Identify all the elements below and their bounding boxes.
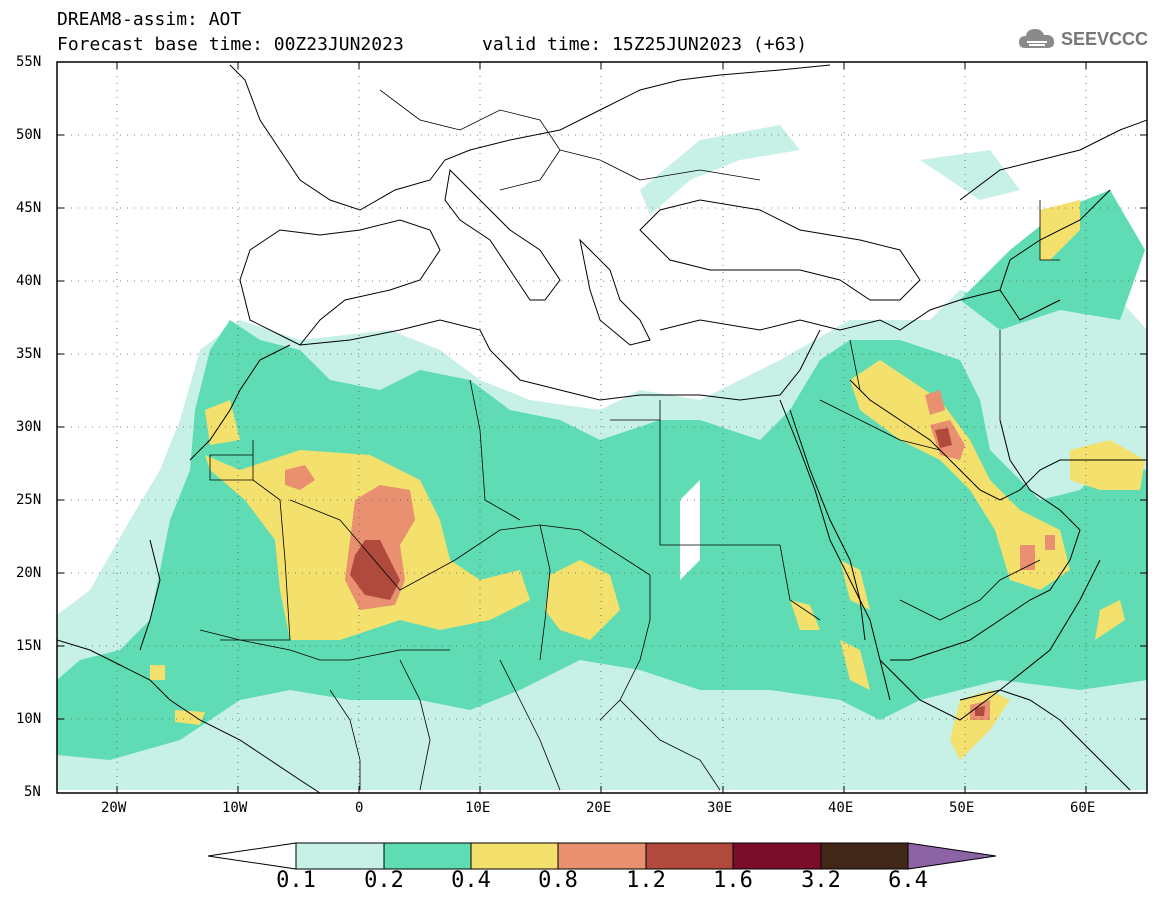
- colorbar-swatch-3: [470, 842, 559, 870]
- colorbar-swatch-1: [295, 842, 385, 870]
- cloud-icon: [1019, 29, 1055, 48]
- lat-label: 20N: [16, 565, 42, 581]
- lon-label: 60E: [1070, 800, 1096, 816]
- lon-label: 10E: [465, 800, 491, 816]
- colorbar-swatch-2: [383, 842, 472, 870]
- colorbar: [207, 842, 997, 870]
- colorbar-label: 3.2: [801, 868, 841, 893]
- seevccc-logo: SEEVCCC: [1017, 24, 1148, 54]
- lat-label: 45N: [16, 200, 42, 216]
- aot-contours: [57, 125, 1147, 790]
- lon-label: 30E: [707, 800, 733, 816]
- lat-label: 50N: [16, 127, 42, 143]
- coastlines: [57, 64, 1147, 793]
- lon-label: 40E: [828, 800, 854, 816]
- lon-label: 20E: [586, 800, 612, 816]
- lat-label: 5N: [24, 784, 41, 800]
- lat-label: 15N: [16, 638, 42, 654]
- colorbar-label: 0.8: [538, 868, 578, 893]
- aot-level-1.2: [350, 428, 985, 716]
- lat-label: 10N: [16, 711, 42, 727]
- colorbar-high-arrow: [907, 842, 997, 870]
- valid-time: valid time: 15Z25JUN2023 (+63): [482, 34, 808, 55]
- colorbar-label: 0.1: [276, 868, 316, 893]
- colorbar-label: 0.4: [451, 868, 491, 893]
- lat-label: 35N: [16, 346, 42, 362]
- lon-label: 0: [355, 800, 364, 816]
- colorbar-swatch-4: [557, 842, 647, 870]
- colorbar-label: 1.6: [713, 868, 753, 893]
- axis-ticks: [57, 61, 1147, 793]
- colorbar-swatch-5: [645, 842, 734, 870]
- colorbar-label: 0.2: [364, 868, 404, 893]
- lat-label: 55N: [16, 54, 42, 70]
- colorbar-label: 1.2: [626, 868, 666, 893]
- lon-label: 50E: [949, 800, 975, 816]
- lat-label: 25N: [16, 492, 42, 508]
- colorbar-label: 6.4: [888, 868, 928, 893]
- lon-label: 20W: [101, 800, 127, 816]
- logo-text: SEEVCCC: [1061, 28, 1149, 49]
- forecast-base-time: Forecast base time: 00Z23JUN2023: [57, 34, 404, 55]
- lat-label: 30N: [16, 419, 42, 435]
- colorbar-swatch-7: [820, 842, 909, 870]
- country-borders: [199, 89, 1060, 791]
- colorbar-swatch-6: [732, 842, 822, 870]
- lon-label: 10W: [222, 800, 248, 816]
- map-title: DREAM8-assim: AOT: [57, 9, 242, 30]
- map-grid: [57, 62, 1147, 793]
- lat-label: 40N: [16, 273, 42, 289]
- colorbar-low-arrow: [207, 842, 297, 870]
